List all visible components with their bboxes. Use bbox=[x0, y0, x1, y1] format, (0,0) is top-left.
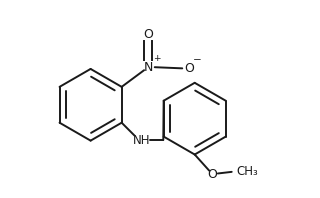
Text: O: O bbox=[207, 168, 217, 181]
Text: NH: NH bbox=[132, 134, 150, 147]
Text: O: O bbox=[184, 62, 194, 75]
Text: −: − bbox=[193, 55, 202, 65]
Text: N: N bbox=[144, 61, 153, 74]
Text: CH₃: CH₃ bbox=[237, 165, 259, 178]
Text: +: + bbox=[153, 54, 161, 63]
Text: O: O bbox=[143, 28, 153, 41]
